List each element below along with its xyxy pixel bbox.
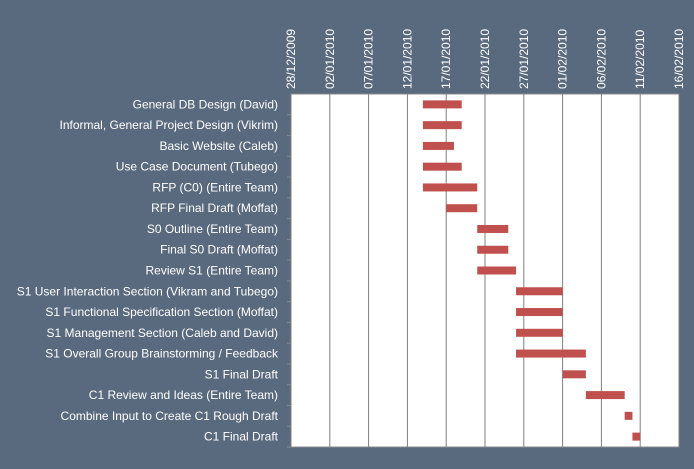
task-label: S1 Functional Specification Section (Mof… (45, 305, 278, 319)
task-bar (422, 141, 454, 150)
x-tick-label: 17/01/2010 (439, 29, 453, 89)
task-label: Informal, General Project Design (Vikrim… (59, 118, 278, 132)
task-bar (477, 224, 509, 233)
task-label: C1 Review and Ideas (Entire Team) (89, 388, 278, 402)
task-label: RFP (C0) (Entire Team) (152, 180, 278, 194)
task-bar (446, 204, 478, 213)
task-label: Final S0 Draft (Moffat) (160, 243, 278, 257)
x-tick-label: 06/02/2010 (594, 29, 608, 89)
task-label: Combine Input to Create C1 Rough Draft (61, 409, 279, 423)
x-tick-label: 27/01/2010 (517, 29, 531, 89)
x-tick-label: 22/01/2010 (478, 29, 492, 89)
x-tick-label: 28/12/2009 (284, 29, 298, 89)
task-bar (516, 349, 586, 358)
task-bar (585, 391, 625, 400)
task-label: S1 Overall Group Brainstorming / Feedbac… (45, 347, 279, 361)
task-bar (516, 328, 563, 337)
x-tick-label: 01/02/2010 (556, 29, 570, 89)
task-bar (632, 432, 641, 441)
task-label: Review S1 (Entire Team) (146, 264, 279, 278)
task-bar (422, 183, 478, 192)
task-bar (516, 287, 563, 296)
task-bar (422, 162, 462, 171)
task-bar (516, 308, 563, 317)
task-label: S1 Final Draft (205, 367, 279, 381)
x-tick-label: 02/01/2010 (323, 29, 337, 89)
task-label: S0 Outline (Entire Team) (147, 222, 278, 236)
task-bar (477, 266, 517, 275)
x-tick-label: 11/02/2010 (633, 30, 647, 89)
x-tick-label: 16/02/2010 (672, 29, 686, 89)
task-label: Basic Website (Caleb) (160, 139, 279, 153)
x-tick-label: 07/01/2010 (362, 29, 376, 89)
task-bar (624, 411, 633, 420)
task-label: RFP Final Draft (Moffat) (151, 201, 278, 215)
task-label: S1 User Interaction Section (Vikram and … (17, 284, 278, 298)
task-bar (477, 245, 509, 254)
x-tick-label: 12/01/2010 (400, 29, 414, 89)
task-bar (422, 100, 462, 109)
task-bar (562, 370, 586, 379)
task-bar (422, 121, 462, 130)
task-label: General DB Design (David) (133, 97, 278, 111)
task-label: C1 Final Draft (204, 430, 279, 444)
task-label: S1 Management Section (Caleb and David) (47, 326, 278, 340)
task-label: Use Case Document (Tubego) (116, 160, 278, 174)
